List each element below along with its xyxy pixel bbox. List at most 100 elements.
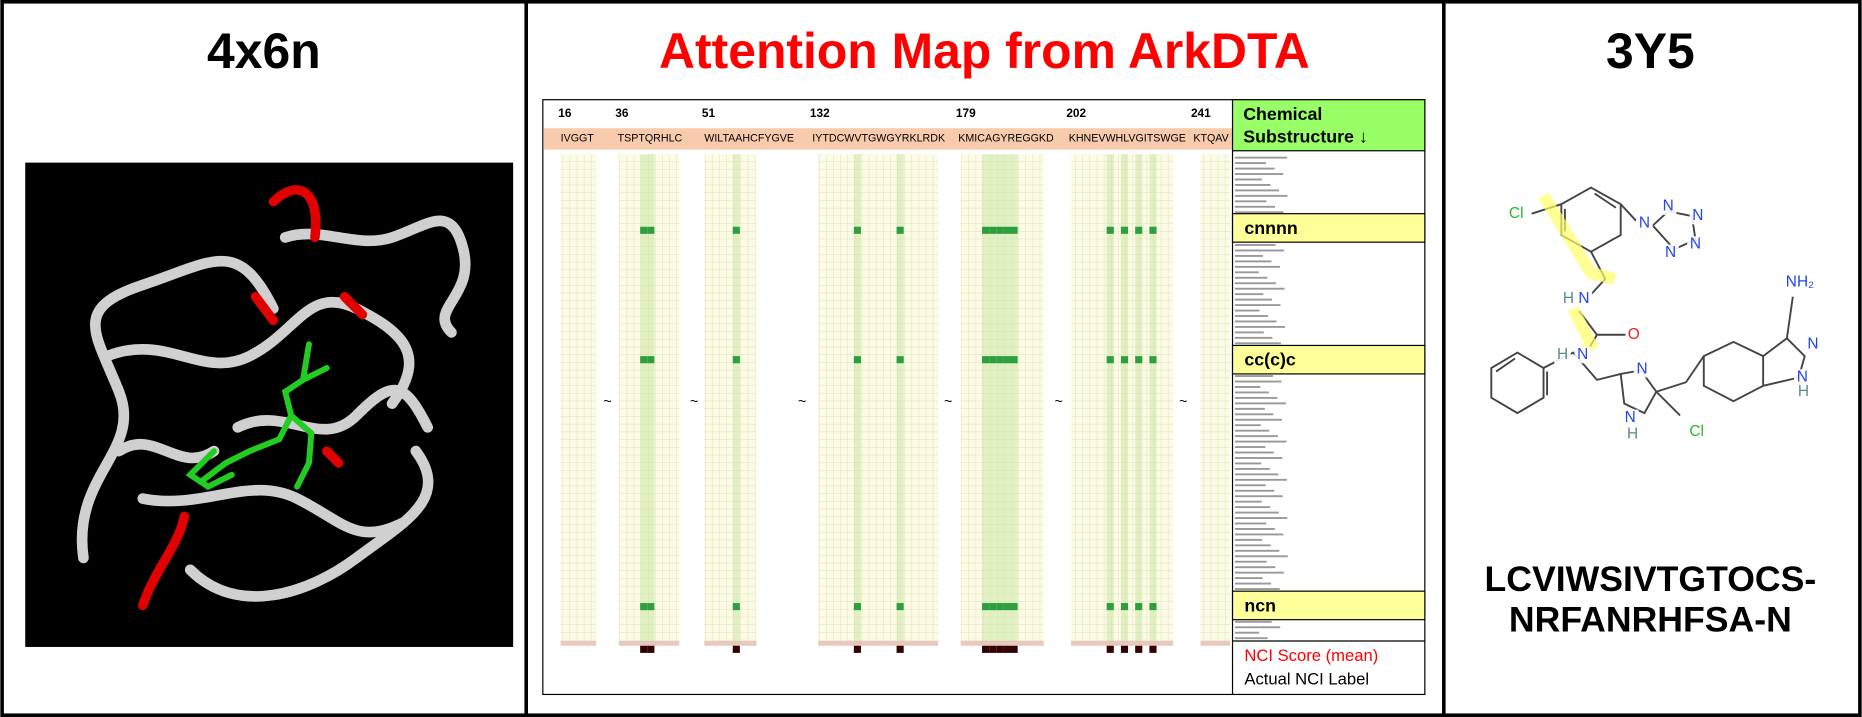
nci-bar xyxy=(732,641,740,653)
nci-bar xyxy=(1106,641,1114,653)
heat-hot xyxy=(1120,356,1129,364)
substructure-label: ncn xyxy=(1244,595,1276,615)
heat-hot xyxy=(989,356,997,364)
atom-label: N xyxy=(1665,244,1676,261)
position-label: 241 xyxy=(1191,106,1211,120)
substructure-row xyxy=(1234,451,1274,454)
atom-bg xyxy=(1621,409,1639,427)
segment-label: KHNEVWHLVGITSWGE xyxy=(1069,133,1186,145)
substructure-box xyxy=(1231,590,1426,621)
atom-label: NH₂ xyxy=(1786,274,1814,291)
substructure-row xyxy=(1234,282,1276,285)
sequence-text: NRFANRHFSA-N xyxy=(1509,599,1792,639)
substructure-row xyxy=(1234,446,1266,449)
heat-hot xyxy=(1010,226,1018,234)
heat-cells xyxy=(1200,154,1231,642)
atom-label: H xyxy=(1557,346,1568,363)
substructure-row xyxy=(1234,178,1262,181)
separator: ~ xyxy=(690,394,698,410)
substructure-box xyxy=(1231,344,1426,375)
nci-bar xyxy=(1003,641,1011,653)
substructure-row xyxy=(1234,538,1263,541)
atom-bg xyxy=(1687,236,1704,253)
substructure-row xyxy=(1234,287,1285,290)
substructure-row xyxy=(1234,418,1282,421)
heat-hot xyxy=(647,356,655,364)
heat-hot xyxy=(982,226,990,234)
nci-row xyxy=(704,641,757,646)
atom-bg xyxy=(1633,360,1651,378)
atom-label: Cl xyxy=(1689,423,1704,440)
heat-cells xyxy=(560,154,597,642)
heat-hot xyxy=(1149,356,1157,364)
position-label: 179 xyxy=(956,106,976,120)
heat-hot xyxy=(982,356,990,364)
heat-hot xyxy=(1003,226,1011,234)
heat-hot xyxy=(1106,226,1114,234)
substructure-row xyxy=(1234,249,1285,252)
sequence-text: LCVIWSIVTGTOCS- xyxy=(1485,559,1817,599)
separator: ~ xyxy=(1179,394,1187,410)
heat-hot xyxy=(1106,603,1114,611)
substructure-row xyxy=(1234,478,1287,481)
atom-bg xyxy=(1554,346,1571,364)
substructure-row xyxy=(1234,500,1262,503)
atom-bg xyxy=(1794,369,1811,386)
nci-bar xyxy=(896,641,904,653)
panel-title: Attention Map from ArkDTA xyxy=(659,23,1310,79)
legend-text: Actual NCI Label xyxy=(1244,670,1369,689)
substructure-row xyxy=(1234,522,1267,525)
position-label: 36 xyxy=(615,106,629,120)
atom-label: N xyxy=(1577,346,1588,363)
substructure-row xyxy=(1234,626,1281,629)
substructure-row xyxy=(1234,544,1271,547)
heat-stripe xyxy=(896,154,904,642)
nci-row xyxy=(560,641,597,646)
substructure-row xyxy=(1234,577,1263,580)
substructure-row xyxy=(1234,315,1268,317)
nci-bar xyxy=(1010,641,1018,653)
substructure-row xyxy=(1234,254,1263,257)
separator: ~ xyxy=(798,394,806,410)
substructure-row xyxy=(1234,276,1268,279)
substructure-row xyxy=(1234,528,1275,530)
heat-hot xyxy=(640,603,648,611)
heat-stripe xyxy=(1135,154,1143,642)
substructure-row xyxy=(1234,631,1260,634)
heat-hot xyxy=(640,356,648,364)
nci-row xyxy=(960,641,1044,646)
heat-hot xyxy=(853,226,861,234)
heat-hot xyxy=(996,603,1004,611)
heat-hot xyxy=(1003,603,1011,611)
protein-image xyxy=(25,162,514,647)
segment-label: WILTAAHCFYGVE xyxy=(704,133,794,145)
heat-stripe xyxy=(1010,154,1018,642)
substructure-row xyxy=(1234,325,1285,328)
heat-hot xyxy=(1106,356,1114,364)
heat-hot xyxy=(647,226,655,234)
nci-bar xyxy=(996,641,1004,653)
heat-hot xyxy=(1010,356,1018,364)
substructure-row xyxy=(1234,495,1283,498)
atom-bg xyxy=(1575,290,1593,308)
heatmap xyxy=(560,154,1289,653)
heat-hot xyxy=(853,356,861,364)
substructure-row xyxy=(1234,375,1273,378)
position-label: 202 xyxy=(1066,106,1086,120)
substructure-row xyxy=(1234,396,1278,399)
substructure-row xyxy=(1234,566,1276,569)
heat-hot xyxy=(853,603,861,611)
atom-label: H xyxy=(1798,383,1809,400)
substructure-row xyxy=(1234,167,1275,170)
substructure-row xyxy=(1234,260,1272,263)
atom-bg xyxy=(1636,214,1653,232)
substructure-row xyxy=(1234,156,1288,159)
panel-title: 4x6n xyxy=(207,23,321,79)
substructure-row xyxy=(1234,435,1278,438)
nci-bar xyxy=(853,641,861,653)
heat-stripe xyxy=(1120,154,1129,642)
legend-text: NCI Score (mean) xyxy=(1244,646,1378,665)
atom-bg xyxy=(1574,346,1592,364)
heat-stripe xyxy=(732,154,740,642)
